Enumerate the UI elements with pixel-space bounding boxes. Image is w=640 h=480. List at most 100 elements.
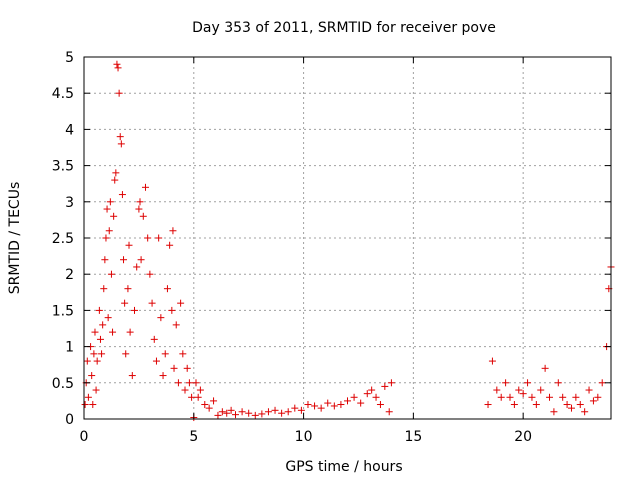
data-point — [115, 89, 123, 97]
data-point — [381, 382, 389, 390]
data-point — [107, 270, 115, 278]
data-point — [131, 306, 139, 314]
data-point — [96, 335, 104, 343]
data-point — [146, 270, 154, 278]
data-point — [110, 212, 118, 220]
data-point — [576, 401, 584, 409]
data-point — [337, 401, 345, 409]
data-point — [350, 393, 358, 401]
data-point — [169, 227, 177, 235]
data-point — [194, 393, 202, 401]
data-point — [144, 234, 152, 242]
data-point — [497, 393, 505, 401]
data-point — [111, 176, 119, 184]
data-points — [81, 60, 615, 422]
data-point — [196, 386, 204, 394]
data-point — [541, 364, 549, 372]
data-point — [563, 401, 571, 409]
data-point — [93, 357, 101, 365]
data-point — [205, 404, 213, 412]
data-point — [121, 299, 129, 307]
data-point — [291, 404, 299, 412]
data-point — [101, 256, 109, 264]
data-point — [524, 379, 532, 387]
y-tick-label: 5 — [65, 50, 74, 66]
data-point — [546, 393, 554, 401]
data-point — [344, 397, 351, 405]
data-point — [100, 285, 108, 293]
data-point — [188, 393, 196, 401]
data-point — [502, 379, 510, 387]
data-point — [113, 60, 121, 68]
data-point — [376, 401, 384, 409]
data-point — [585, 386, 593, 394]
data-point — [126, 328, 134, 336]
data-point — [589, 397, 597, 405]
y-tick-label: 2.5 — [52, 231, 74, 247]
data-point — [210, 397, 218, 405]
y-axis-title: SRMTID / TECUs — [7, 182, 23, 295]
data-point — [177, 299, 185, 307]
data-point — [594, 393, 602, 401]
data-point — [168, 306, 176, 314]
data-point — [238, 408, 246, 416]
data-point — [95, 306, 103, 314]
data-point — [112, 169, 120, 177]
data-point — [183, 364, 191, 372]
data-point — [89, 401, 97, 409]
data-point — [170, 364, 178, 372]
x-axis-title: GPS time / hours — [285, 459, 402, 475]
y-tick-label: 0 — [65, 412, 74, 428]
data-point — [201, 401, 209, 409]
data-point — [92, 386, 100, 394]
data-point — [264, 408, 272, 416]
data-point — [141, 183, 149, 191]
data-point — [179, 350, 187, 358]
data-point — [157, 314, 165, 322]
data-point — [166, 241, 174, 249]
data-point — [559, 393, 567, 401]
data-point — [317, 404, 325, 412]
data-point — [554, 379, 562, 387]
data-point — [258, 410, 266, 418]
data-point — [598, 379, 606, 387]
data-point — [245, 409, 253, 417]
data-point — [104, 314, 112, 322]
data-point — [148, 299, 156, 307]
y-tick-label: 1.5 — [52, 303, 74, 319]
data-point — [528, 393, 536, 401]
data-point — [368, 386, 376, 394]
data-point — [297, 406, 305, 414]
data-point — [106, 198, 114, 206]
plot-frame — [83, 56, 612, 420]
x-tick-label: 10 — [295, 429, 313, 445]
data-point — [581, 408, 589, 416]
data-point — [125, 241, 133, 249]
x-tick-label: 15 — [404, 429, 422, 445]
y-tick-label: 0.5 — [52, 376, 74, 392]
data-point — [163, 285, 171, 293]
data-point — [372, 393, 380, 401]
data-point — [311, 402, 319, 410]
data-point — [532, 401, 540, 409]
data-point — [128, 372, 136, 380]
y-tick-label: 2 — [65, 267, 74, 283]
data-point — [271, 406, 279, 414]
data-point — [98, 350, 106, 358]
data-point — [152, 357, 160, 365]
data-point — [102, 234, 110, 242]
data-point — [84, 393, 92, 401]
data-point — [214, 411, 222, 419]
data-point — [330, 402, 338, 410]
data-point — [116, 133, 124, 141]
data-point — [484, 401, 492, 409]
data-point — [159, 372, 167, 380]
data-point — [90, 350, 98, 358]
data-point — [493, 386, 501, 394]
data-point — [218, 408, 226, 416]
data-point — [192, 379, 200, 387]
data-point — [572, 393, 580, 401]
data-point — [88, 372, 96, 380]
data-point — [181, 386, 189, 394]
